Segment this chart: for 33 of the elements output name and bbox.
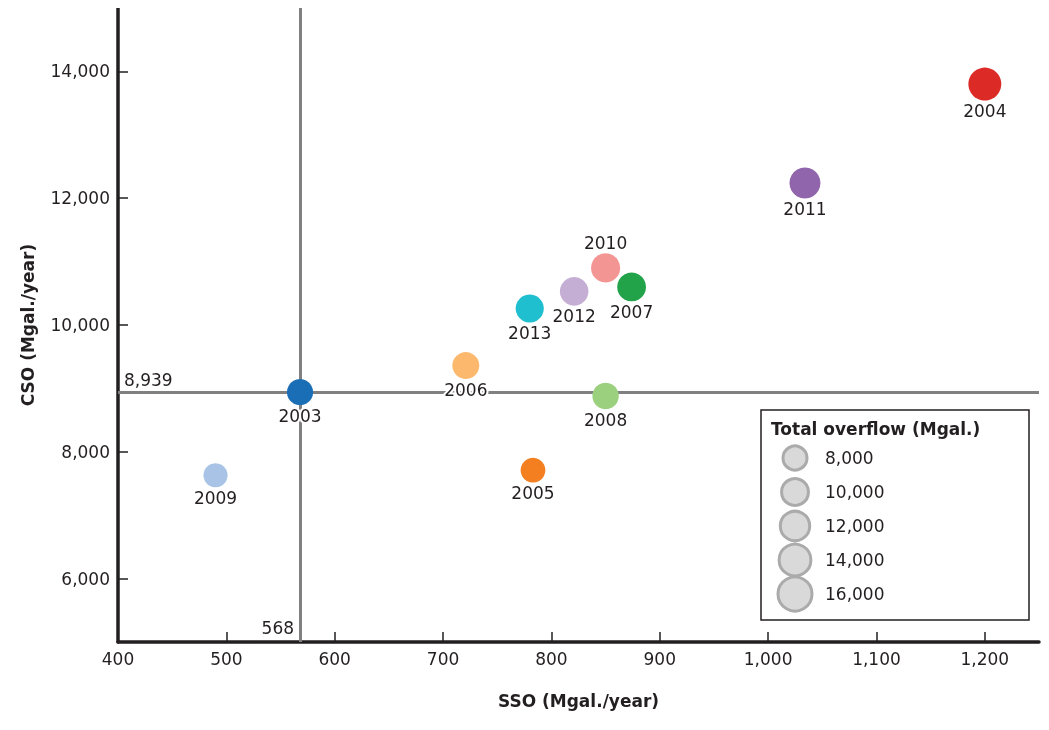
x-tick-label: 900	[643, 648, 676, 669]
legend-label: 8,000	[825, 448, 874, 468]
series-label: 2013	[508, 323, 552, 344]
x-tick-label: 700	[426, 648, 460, 669]
x-axis-title: SSO (Mgal./year)	[497, 690, 660, 711]
x-tick-label: 1,200	[960, 648, 1010, 669]
x-tick-label: 800	[535, 648, 568, 669]
x-tick-label: 1,000	[743, 648, 793, 669]
series-label: 2005	[511, 483, 555, 504]
ref-line-label: 8,939	[124, 369, 173, 390]
series-label: 2011	[783, 198, 827, 219]
series-label: 2010	[583, 232, 628, 253]
legend-title: Total overflow (Mgal.)	[771, 418, 981, 439]
x-tick-label: 500	[210, 648, 243, 669]
series-label: 2004	[963, 101, 1007, 122]
x-tick-label: 400	[101, 648, 135, 669]
y-tick-label: 14,000	[50, 61, 110, 82]
y-tick-label: 12,000	[50, 188, 110, 209]
y-tick-label: 6,000	[61, 568, 110, 589]
y-axis-title: CSO (Mgal./year)	[17, 243, 38, 407]
legend-label: 12,000	[825, 516, 885, 536]
x-tick-label: 1,100	[852, 648, 901, 669]
series-label: 2007	[609, 301, 654, 322]
legend-label: 10,000	[825, 482, 885, 502]
series-label: 2008	[583, 409, 628, 430]
legend-label: 14,000	[825, 550, 885, 570]
series-label: 2012	[552, 306, 596, 327]
ref-line-label: 568	[261, 617, 295, 638]
y-tick-label: 8,000	[61, 441, 110, 462]
y-tick-label: 10,000	[50, 315, 110, 335]
series-label: 2009	[193, 487, 238, 508]
x-tick-label: 600	[318, 648, 351, 669]
legend-label: 16,000	[825, 584, 885, 604]
